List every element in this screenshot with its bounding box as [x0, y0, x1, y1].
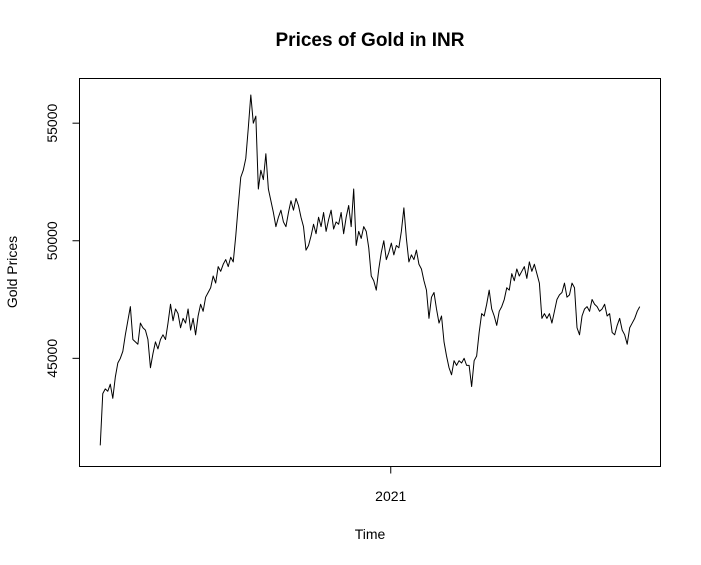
y-tick-label: 50000: [44, 221, 60, 260]
y-tick-label: 45000: [44, 339, 60, 378]
gold-price-series-line: [99, 94, 641, 446]
y-axis: 45000 50000 55000: [44, 104, 80, 378]
plot-box: [79, 78, 661, 467]
y-tick-label: 55000: [44, 104, 60, 143]
y-axis-label: Gold Prices: [4, 236, 20, 308]
x-tick-label: 2021: [375, 488, 406, 504]
chart-title: Prices of Gold in INR: [276, 30, 465, 51]
x-axis: 2021: [375, 466, 407, 504]
x-axis-label: Time: [355, 526, 386, 542]
